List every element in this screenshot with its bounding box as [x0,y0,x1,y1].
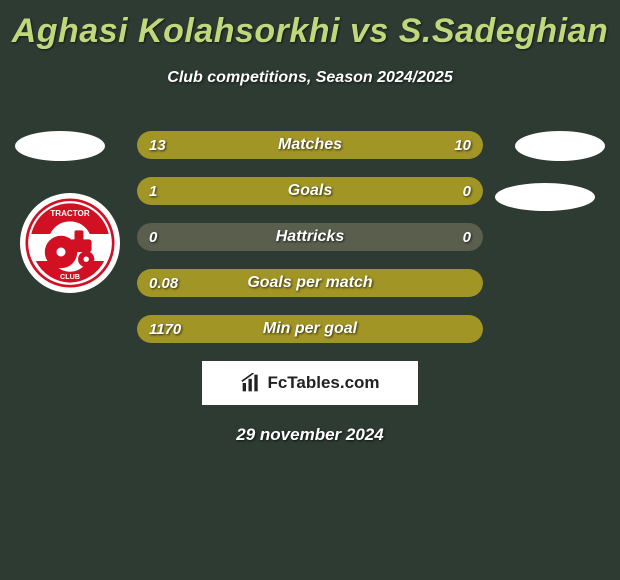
stat-label: Matches [137,131,483,159]
page-title: Aghasi Kolahsorkhi vs S.Sadeghian [0,0,620,51]
stat-row-min-per-goal: 1170 Min per goal [137,315,483,343]
stats-area: TRACTOR CLUB 13 Matches 10 1 Goals 0 [0,131,620,343]
stat-right-value: 0 [463,177,471,205]
date-line: 29 november 2024 [0,425,620,445]
stat-label: Hattricks [137,223,483,251]
svg-text:CLUB: CLUB [60,272,80,281]
stat-label: Goals [137,177,483,205]
branding-text: FcTables.com [267,373,379,393]
bar-chart-icon [240,373,262,393]
player-right-club-placeholder [495,183,595,211]
stat-row-goals: 1 Goals 0 [137,177,483,205]
stat-right-value: 10 [454,131,471,159]
branding-link[interactable]: FcTables.com [202,361,418,405]
subtitle: Club competitions, Season 2024/2025 [0,69,620,87]
stat-right-value: 0 [463,223,471,251]
stat-label: Goals per match [137,269,483,297]
player-right-photo-placeholder [515,131,605,161]
stat-row-goals-per-match: 0.08 Goals per match [137,269,483,297]
stat-row-matches: 13 Matches 10 [137,131,483,159]
svg-text:TRACTOR: TRACTOR [50,209,90,218]
tractor-club-icon: TRACTOR CLUB [25,198,115,288]
player-left-club-badge: TRACTOR CLUB [20,193,120,293]
stat-label: Min per goal [137,315,483,343]
player-left-photo-placeholder [15,131,105,161]
stat-row-hattricks: 0 Hattricks 0 [137,223,483,251]
